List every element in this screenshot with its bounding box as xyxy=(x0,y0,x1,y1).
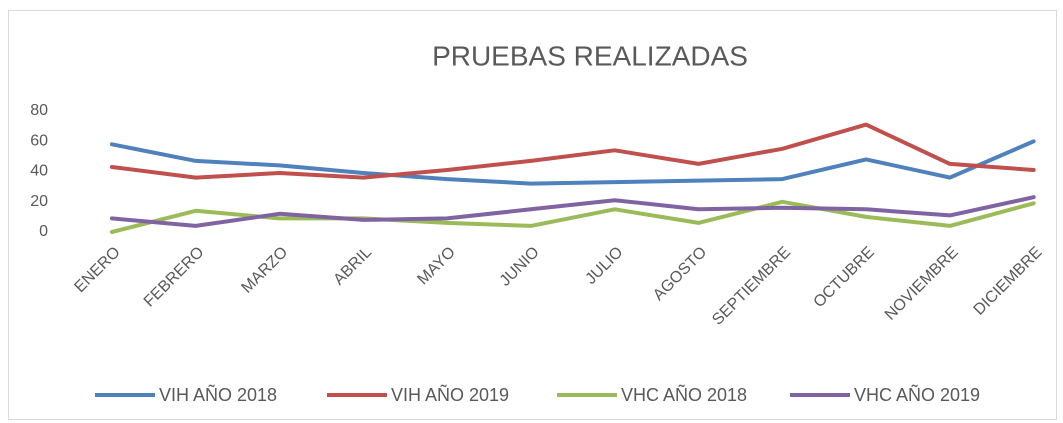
y-tick-label: 40 xyxy=(30,163,48,180)
chart-border xyxy=(8,10,1057,420)
series-line xyxy=(109,139,1036,186)
chart-title: PRUEBAS REALIZADAS xyxy=(432,40,748,71)
legend-label: VIH AÑO 2019 xyxy=(391,384,509,405)
legend-label: VIH AÑO 2018 xyxy=(159,384,277,405)
legend-label: VHC AÑO 2018 xyxy=(621,384,747,405)
y-tick-label: 20 xyxy=(30,193,48,210)
y-tick-label: 80 xyxy=(30,102,48,119)
y-tick-label: 60 xyxy=(30,132,48,149)
series-line xyxy=(109,122,1036,180)
y-tick-label: 0 xyxy=(39,223,48,240)
legend-label: VHC AÑO 2019 xyxy=(854,384,980,405)
series-line xyxy=(109,195,1036,228)
